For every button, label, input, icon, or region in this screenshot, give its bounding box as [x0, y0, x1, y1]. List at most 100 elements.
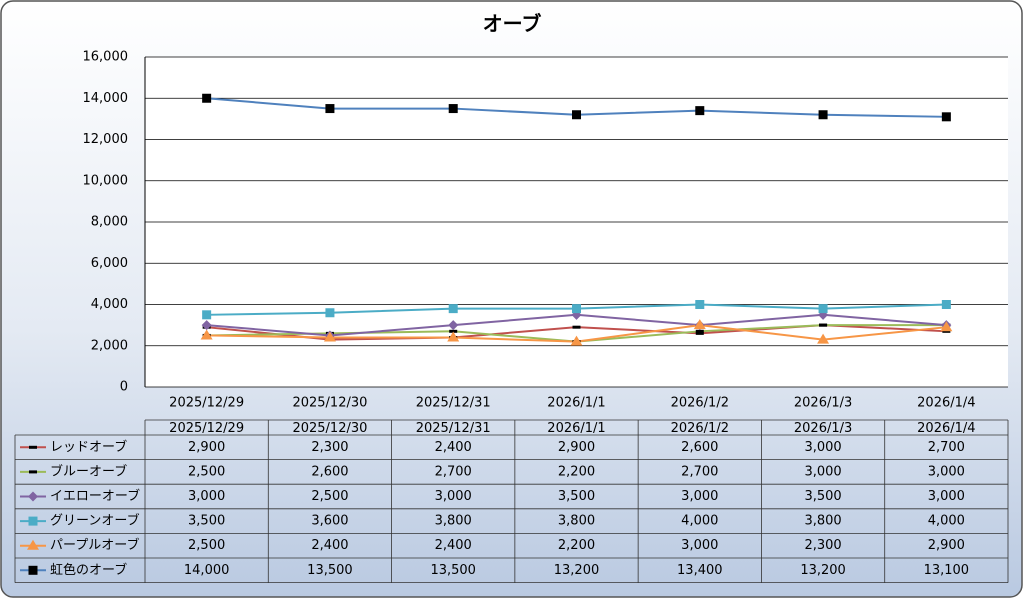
- table-cell: 2,700: [435, 464, 472, 479]
- x-tick-label: 2026/1/3: [794, 396, 852, 411]
- table-header: 2025/12/31: [416, 421, 491, 436]
- table-header: 2025/12/30: [292, 421, 367, 436]
- y-tick-label: 6,000: [91, 256, 128, 271]
- table-cell: 3,000: [804, 440, 841, 455]
- legend-marker: [29, 445, 37, 449]
- table-header: 2026/1/4: [917, 421, 975, 436]
- table-cell: 13,500: [430, 563, 476, 578]
- table-cell: 3,000: [928, 464, 965, 479]
- y-tick-label: 4,000: [91, 297, 128, 312]
- table-cell: 2,500: [311, 489, 348, 504]
- table-cell: 3,600: [311, 514, 348, 529]
- table-cell: 3,500: [188, 514, 225, 529]
- legend-marker: [28, 491, 38, 502]
- point-marker: [695, 331, 704, 335]
- legend-marker: [28, 565, 38, 575]
- point-marker: [201, 320, 212, 331]
- point-marker: [572, 304, 581, 314]
- point-marker: [941, 112, 951, 122]
- table-cell: 13,200: [800, 563, 846, 578]
- table-cell: 3,800: [804, 514, 841, 529]
- table-cell: 2,900: [928, 538, 965, 553]
- legend-label: グリーンオーブ: [50, 513, 140, 529]
- y-tick-label: 2,000: [91, 338, 128, 353]
- table-cell: 4,000: [928, 514, 965, 529]
- point-marker: [572, 325, 581, 329]
- y-tick-label: 14,000: [83, 91, 129, 106]
- table-cell: 3,500: [804, 489, 841, 504]
- table-cell: 2,400: [435, 440, 472, 455]
- x-tick-label: 2026/1/1: [547, 396, 605, 411]
- point-marker: [325, 104, 335, 114]
- point-marker: [941, 300, 951, 309]
- table-header: 2025/12/29: [169, 421, 244, 436]
- table-cell: 2,600: [681, 440, 718, 455]
- table-cell: 3,800: [435, 514, 472, 529]
- x-tick-label: 2026/1/4: [917, 396, 975, 411]
- table-header: 2026/1/2: [671, 421, 729, 436]
- point-marker: [940, 321, 953, 332]
- table-cell: 3,000: [928, 489, 965, 504]
- legend-marker: [28, 516, 38, 526]
- legend-label: イエローオーブ: [50, 488, 140, 504]
- point-marker: [817, 333, 830, 344]
- table-cell: 13,500: [307, 563, 353, 578]
- legend-label: ブルーオーブ: [50, 463, 127, 479]
- point-marker: [695, 106, 705, 116]
- y-tick-label: 16,000: [83, 50, 129, 65]
- table-cell: 2,900: [558, 440, 595, 455]
- table-cell: 2,500: [188, 464, 225, 479]
- point-marker: [202, 93, 212, 103]
- table-cell: 4,000: [681, 514, 718, 529]
- table-cell: 3,000: [681, 538, 718, 553]
- point-marker: [448, 104, 458, 114]
- x-tick-label: 2026/1/2: [671, 396, 729, 411]
- table-cell: 2,300: [804, 538, 841, 553]
- table-header: 2026/1/3: [794, 421, 852, 436]
- table-cell: 13,400: [677, 563, 723, 578]
- point-marker: [448, 320, 459, 331]
- table-cell: 3,800: [558, 514, 595, 529]
- legend-label: パープルオーブ: [50, 537, 139, 553]
- point-marker: [447, 331, 460, 342]
- table-cell: 13,100: [924, 563, 970, 578]
- table-cell: 3,000: [804, 464, 841, 479]
- table-cell: 3,500: [558, 489, 595, 504]
- point-marker: [200, 329, 213, 340]
- point-marker: [448, 304, 458, 314]
- table-cell: 2,300: [311, 440, 348, 455]
- point-marker: [693, 319, 706, 330]
- table-cell: 2,700: [681, 464, 718, 479]
- point-marker: [695, 300, 705, 309]
- point-marker: [202, 310, 212, 320]
- table-cell: 13,200: [554, 563, 600, 578]
- x-tick-label: 2025/12/29: [169, 396, 244, 411]
- table-cell: 3,000: [188, 489, 225, 504]
- legend-marker: [27, 539, 39, 550]
- table-cell: 2,500: [188, 538, 225, 553]
- point-marker: [818, 304, 828, 314]
- x-tick-label: 2025/12/30: [292, 396, 367, 411]
- y-tick-label: 8,000: [91, 215, 128, 230]
- table-cell: 3,000: [435, 489, 472, 504]
- table-cell: 2,700: [928, 440, 965, 455]
- point-marker: [942, 329, 951, 333]
- point-marker: [570, 335, 583, 346]
- table-cell: 2,400: [435, 538, 472, 553]
- legend-marker: [29, 470, 37, 474]
- y-tick-label: 12,000: [83, 132, 129, 147]
- point-marker: [323, 331, 336, 342]
- table-cell: 3,000: [681, 489, 718, 504]
- table-cell: 2,400: [311, 538, 348, 553]
- table-cell: 2,200: [558, 538, 595, 553]
- point-marker: [819, 323, 828, 327]
- table-cell: 2,900: [188, 440, 225, 455]
- point-marker: [695, 329, 704, 333]
- x-tick-label: 2025/12/31: [416, 396, 491, 411]
- point-marker: [325, 308, 335, 318]
- point-marker: [818, 110, 828, 120]
- point-marker: [572, 110, 581, 120]
- point-marker: [449, 329, 458, 333]
- y-tick-label: 10,000: [83, 173, 129, 188]
